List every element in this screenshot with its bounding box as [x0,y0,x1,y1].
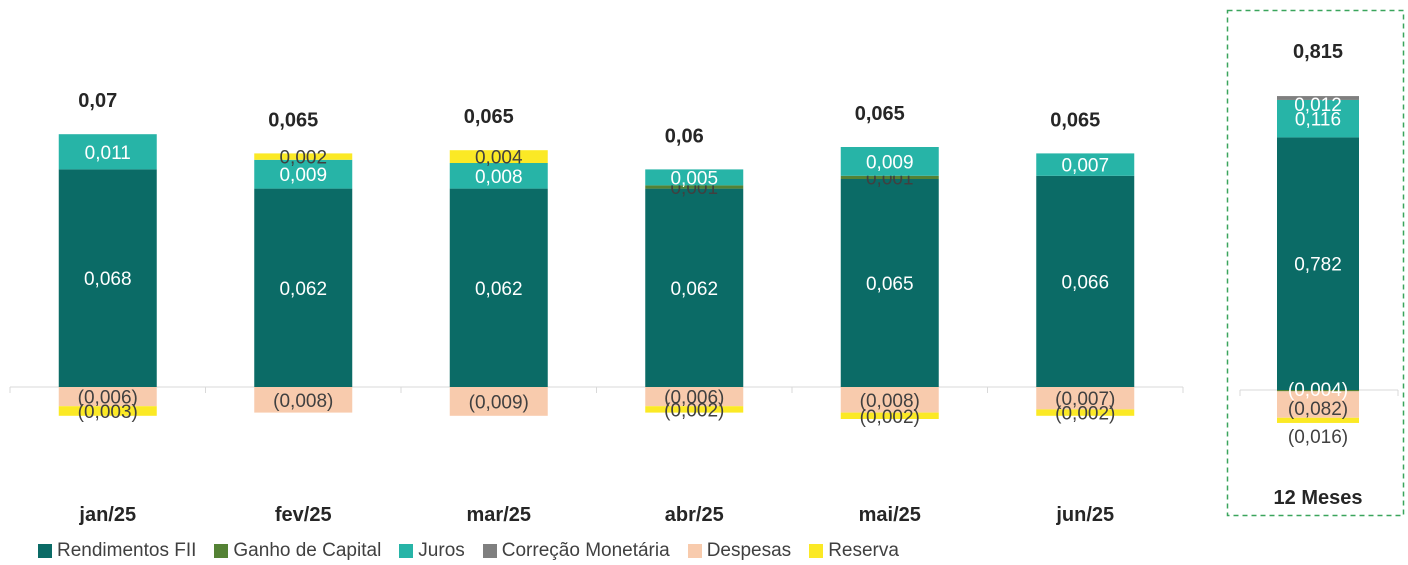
bar-despesas [449,387,548,416]
bar-juros [449,163,548,189]
bar-despesas [645,387,744,407]
data-label: (0,002) [664,400,724,421]
data-label: (0,008) [273,391,333,412]
legend-swatch [687,544,702,558]
data-label: 0,065 [866,274,914,295]
data-label: (0,002) [860,407,920,428]
category-label: fev/25 [275,504,332,526]
bar-reserva [840,412,939,419]
data-label: 0,068 [84,269,132,290]
legend-label: Correção Monetária [501,540,670,561]
legend-label: Despesas [706,540,792,561]
category-label: mai/25 [859,504,921,526]
bar-reserva [254,153,353,160]
data-label: 0,011 [85,143,131,164]
summary-bar-juros [1277,99,1359,138]
bar-rendimentos-fii [254,188,353,387]
bar-rendimentos-fii [840,179,939,387]
data-label: (0,006) [664,388,724,409]
summary-category-label: 12 Meses [1274,487,1363,509]
total-label: 0,065 [464,106,514,128]
legend: Rendimentos FII Ganho de Capital Juros Corr… [38,538,917,564]
legend-item-reserva: Reserva [809,540,899,562]
data-label: (0,006) [78,388,138,409]
total-label: 0,065 [268,109,318,131]
bar-despesas [254,387,353,413]
summary-data-label: (0,082) [1288,399,1348,420]
bar-rendimentos-fii [1036,175,1135,387]
data-label: (0,009) [469,392,529,413]
bar-reserva [645,406,744,413]
bar-juros [840,147,939,176]
data-label: 0,004 [475,148,523,169]
total-label: 0,07 [78,90,117,112]
data-label: 0,008 [475,167,523,188]
bar-rendimentos-fii [645,188,744,387]
bar-reserva [58,406,157,416]
data-label: 0,062 [670,279,718,300]
data-label: (0,002) [1055,404,1115,425]
total-label: 0,06 [665,125,704,147]
bar-despesas [1036,387,1135,410]
summary-data-label: 0,116 [1295,110,1341,131]
data-label: 0,066 [1061,272,1109,293]
legend-label: Reserva [828,540,899,561]
category-label: abr/25 [665,504,724,526]
total-label: 0,065 [855,103,905,125]
legend-swatch [809,544,824,558]
legend-swatch [38,544,52,558]
legend-item-juros: Juros [399,540,465,562]
summary-data-label: 0,012 [1294,95,1342,116]
bar-ganho-de-capital [840,175,939,179]
summary-data-label: (0,016) [1288,427,1348,448]
bar-reserva [1036,409,1135,416]
data-label: 0,007 [1061,156,1109,177]
data-label: 0,005 [670,168,718,189]
data-label: (0,003) [78,402,138,423]
legend-label: Rendimentos FII [57,540,197,561]
summary-data-label: (0,004) [1288,380,1348,401]
summary-bar-correcao-monetaria [1277,96,1359,100]
legend-swatch [482,544,497,558]
bar-ganho-de-capital [645,185,744,189]
legend-label: Juros [418,540,465,561]
data-label: 0,062 [279,279,327,300]
bar-rendimentos-fii [449,188,548,387]
bar-despesas [58,387,157,407]
legend-label: Ganho de Capital [233,540,382,561]
data-label: 0,009 [866,152,914,173]
summary-frame [1226,9,1405,517]
category-label: mar/25 [467,504,532,526]
legend-swatch [214,544,229,558]
summary-data-label: 0,782 [1294,255,1342,276]
data-label: 0,062 [475,279,523,300]
total-label: 0,065 [1050,109,1100,131]
chart: 0,0680,011(0,006)(0,003)0,07jan/250,0620… [9,9,1405,526]
category-label: jan/25 [78,504,136,526]
bar-rendimentos-fii [58,169,157,387]
data-label: (0,007) [1055,389,1115,410]
data-label: (0,008) [860,391,920,412]
bar-reserva [449,150,548,163]
data-label: 0,002 [279,148,327,169]
legend-item-correcao-monetaria: Correção Monetária [482,540,670,562]
summary-bar-rendimentos-fii [1277,137,1359,390]
bar-juros [58,134,157,170]
legend-item-ganho-de-capital: Ganho de Capital [214,540,381,562]
summary-bar-reserva [1277,417,1359,423]
legend-item-despesas: Despesas [687,540,792,562]
legend-item-rendimentos-fii: Rendimentos FII [38,540,196,562]
summary-bar-despesas [1277,391,1359,418]
bar-juros [645,169,744,186]
legend-swatch [399,544,414,558]
bar-despesas [840,387,939,413]
bar-juros [1036,153,1135,176]
summary-total-label: 0,815 [1293,41,1343,63]
summary-bar-ganho-de-capital [1277,390,1359,392]
category-label: jun/25 [1055,504,1114,526]
bar-juros [254,159,353,189]
data-label: 0,009 [279,165,327,186]
